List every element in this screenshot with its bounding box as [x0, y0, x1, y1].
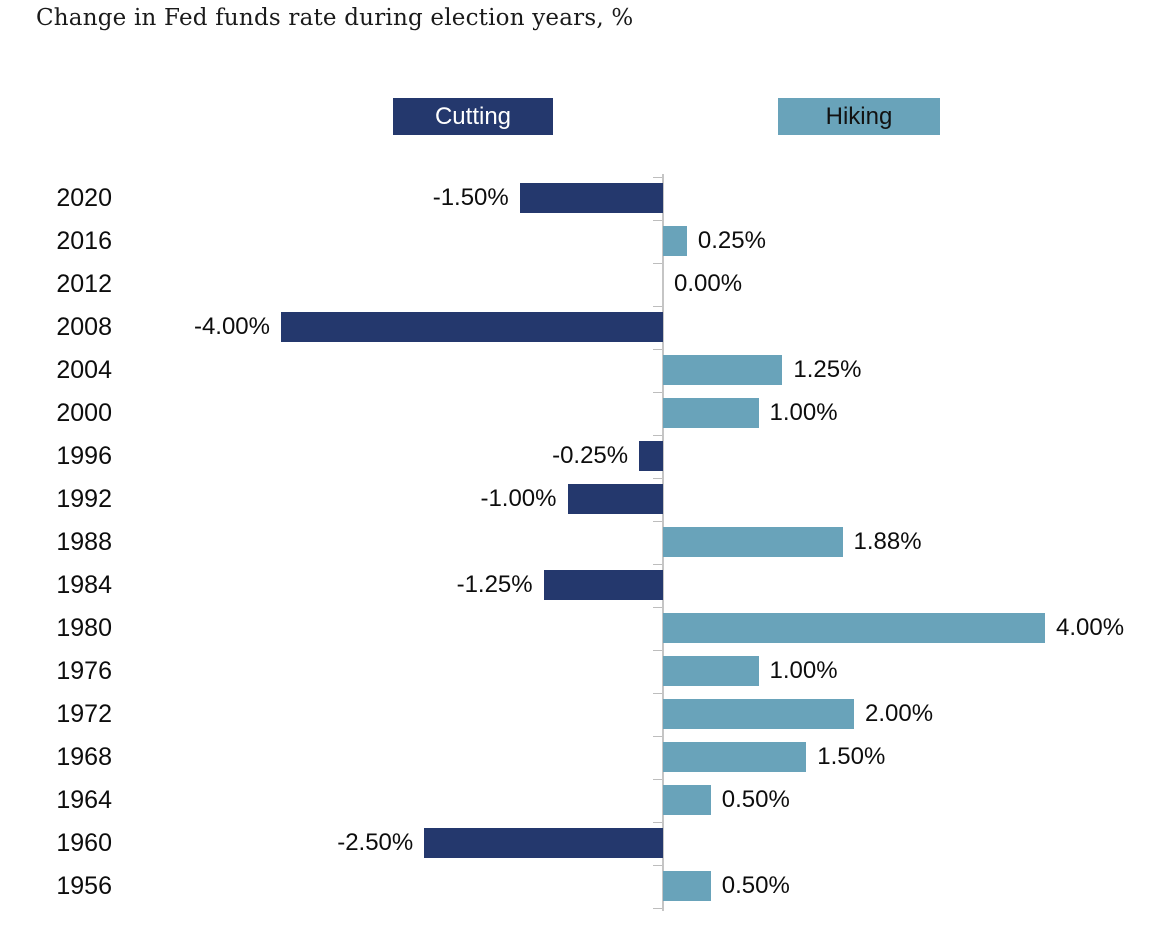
bar-cutting	[424, 828, 663, 858]
year-label: 1964	[56, 786, 112, 814]
axis-tick	[653, 865, 662, 866]
bar-hiking	[663, 699, 854, 729]
bar-hiking	[663, 656, 759, 686]
axis-tick	[653, 822, 662, 823]
value-label: 0.00%	[674, 270, 743, 297]
bar-cutting	[639, 441, 663, 471]
bar-cutting	[281, 312, 663, 342]
axis-tick	[653, 349, 662, 350]
year-label: 2016	[56, 227, 112, 255]
year-label: 1988	[56, 528, 112, 556]
axis-tick	[653, 650, 662, 651]
value-label: 2.00%	[865, 700, 934, 727]
bar-cutting	[567, 484, 663, 514]
axis-tick	[653, 306, 662, 307]
bar-cutting	[543, 570, 663, 600]
value-label: 0.25%	[697, 227, 766, 254]
axis-tick	[653, 177, 662, 178]
chart-title: Change in Fed funds rate during election…	[36, 5, 634, 31]
bar-hiking	[663, 785, 711, 815]
legend-cutting: Cutting	[393, 98, 553, 135]
value-label: -1.25%	[456, 571, 533, 598]
year-label: 2008	[56, 313, 112, 341]
year-label: 1968	[56, 743, 112, 771]
bar-hiking	[663, 398, 759, 428]
axis-tick	[653, 521, 662, 522]
bar-hiking	[663, 613, 1045, 643]
legend-hiking: Hiking	[778, 98, 940, 135]
year-label: 2012	[56, 270, 112, 298]
year-label: 2020	[56, 184, 112, 212]
bar-hiking	[663, 527, 843, 557]
axis-tick	[653, 392, 662, 393]
bar-cutting	[519, 183, 663, 213]
axis-tick	[653, 908, 662, 909]
value-label: -0.25%	[552, 442, 629, 469]
value-label: 1.25%	[793, 356, 862, 383]
value-label: 1.00%	[769, 399, 838, 426]
value-label: 1.50%	[817, 743, 886, 770]
axis-tick	[653, 693, 662, 694]
axis-tick	[653, 478, 662, 479]
year-label: 1992	[56, 485, 112, 513]
year-label: 1976	[56, 657, 112, 685]
value-label: -1.50%	[432, 184, 509, 211]
value-label: 0.50%	[721, 786, 790, 813]
axis-tick	[653, 779, 662, 780]
value-label: 1.88%	[853, 528, 922, 555]
value-label: 0.50%	[721, 872, 790, 899]
year-label: 2000	[56, 399, 112, 427]
bar-hiking	[663, 871, 711, 901]
bar-hiking	[663, 742, 807, 772]
value-label: -4.00%	[193, 313, 270, 340]
axis-tick	[653, 435, 662, 436]
year-label: 1996	[56, 442, 112, 470]
year-label: 1972	[56, 700, 112, 728]
bar-hiking	[663, 355, 783, 385]
value-label: 4.00%	[1056, 614, 1125, 641]
axis-tick	[653, 564, 662, 565]
axis-tick	[653, 736, 662, 737]
year-label: 1980	[56, 614, 112, 642]
value-label: 1.00%	[769, 657, 838, 684]
axis-tick	[653, 220, 662, 221]
year-label: 1960	[56, 829, 112, 857]
year-label: 2004	[56, 356, 112, 384]
value-label: -1.00%	[480, 485, 557, 512]
year-label: 1956	[56, 872, 112, 900]
year-label: 1984	[56, 571, 112, 599]
axis-tick	[653, 263, 662, 264]
value-label: -2.50%	[337, 829, 414, 856]
bar-hiking	[663, 226, 687, 256]
axis-tick	[653, 607, 662, 608]
